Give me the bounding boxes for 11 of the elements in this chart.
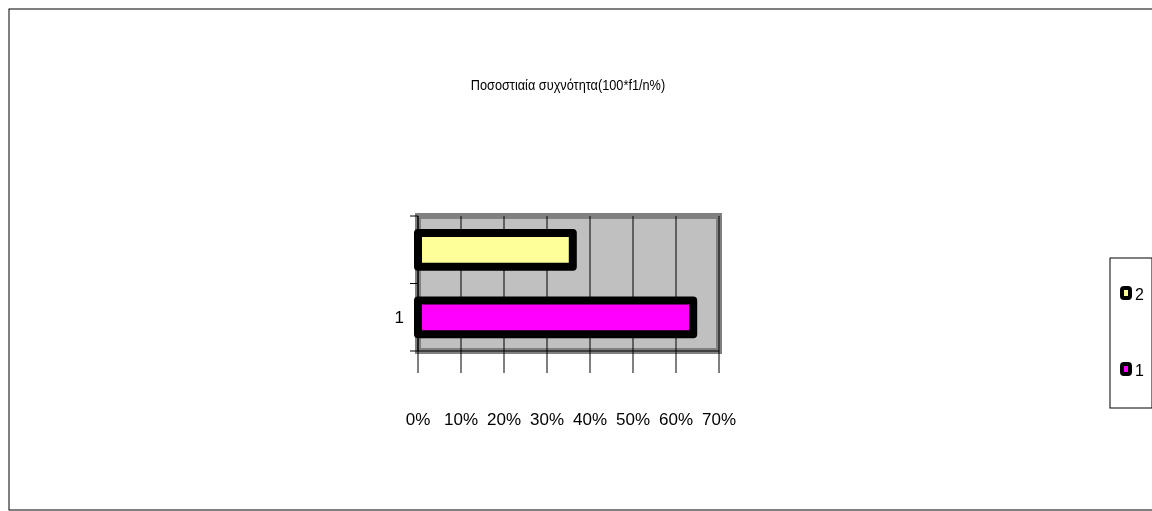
legend-label: 1 [1135, 362, 1144, 379]
x-tick-label: 40% [572, 410, 608, 429]
x-tick-label: 10% [443, 410, 479, 429]
x-tick-label: 60% [658, 410, 694, 429]
x-tick-label: 70% [701, 410, 737, 429]
x-tick-label: 20% [486, 410, 522, 429]
x-tick-label: 0% [405, 410, 431, 429]
legend-label: 2 [1135, 286, 1144, 303]
chart-title: Ποσοστιαία συχνότητα(100*f1/n%) [470, 75, 666, 94]
x-tick-label: 50% [615, 410, 651, 429]
x-tick-label: 30% [529, 410, 565, 429]
